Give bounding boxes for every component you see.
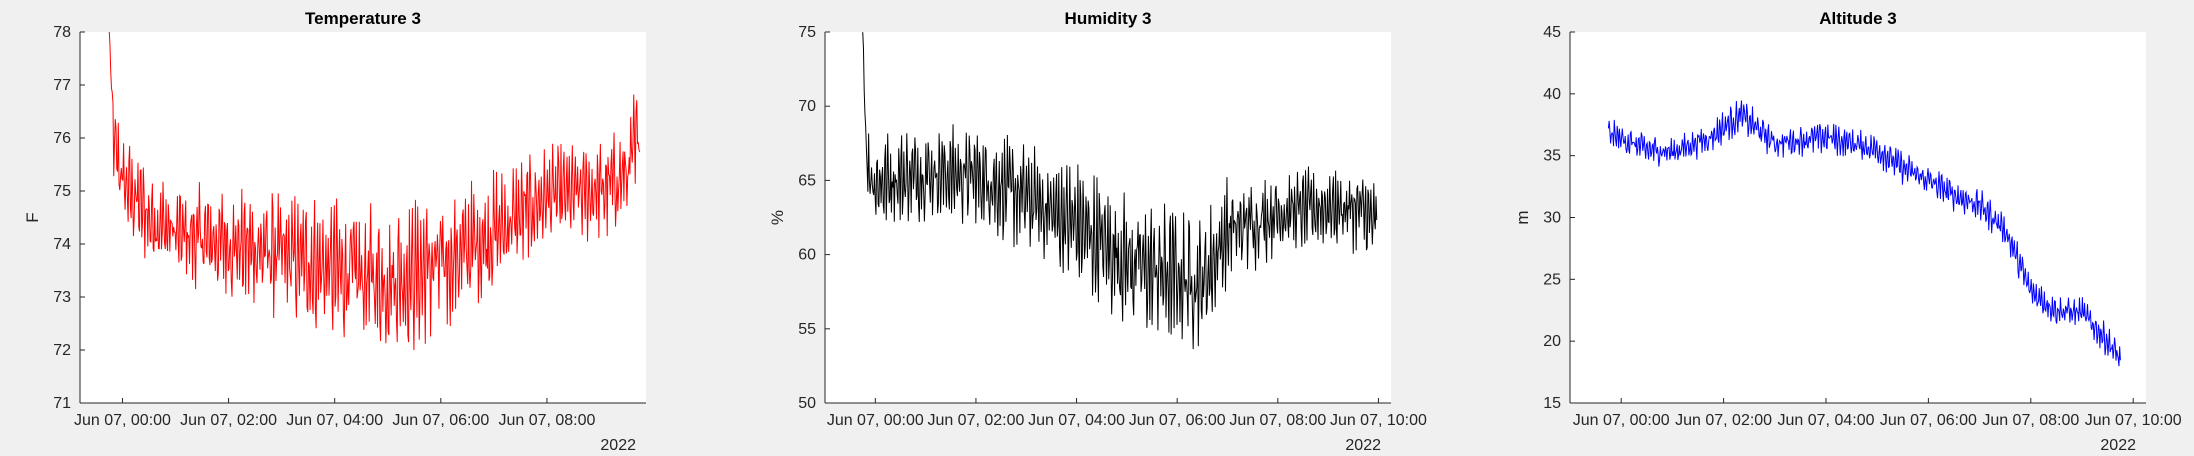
altitude-plot	[1607, 100, 2121, 367]
altitude-panel: 15 20 25 30 35 40 45 Jun 07, 00:00 Jun 07, 02:00…	[1513, 9, 2182, 454]
altitude-xtick-label: Jun 07, 10:00	[2085, 412, 2182, 429]
altitude-ytick-label: 30	[1543, 210, 1561, 227]
altitude-ytick-label: 35	[1543, 148, 1561, 165]
humidity-year-label: 2022	[1345, 437, 1381, 454]
temperature-xtick-label: Jun 07, 08:00	[498, 412, 595, 429]
humidity-title: Humidity 3	[1065, 9, 1152, 28]
humidity-ytick-label: 50	[798, 395, 816, 412]
temperature-panel: 71 72 73 74 75 76 77 78 Jun 07, 00:00 Jun 07, 02:…	[23, 9, 646, 454]
temperature-xtick-label: Jun 07, 06:00	[392, 412, 489, 429]
altitude-year-label: 2022	[2100, 437, 2136, 454]
humidity-ytick-label: 75	[798, 24, 816, 41]
altitude-xtick-label: Jun 07, 08:00	[1982, 412, 2079, 429]
temperature-ytick-label: 75	[53, 183, 71, 200]
temperature-year-label: 2022	[600, 437, 636, 454]
temperature-series-line	[108, 32, 641, 351]
altitude-ytick-label: 45	[1543, 24, 1561, 41]
humidity-xtick-label: Jun 07, 06:00	[1129, 412, 1226, 429]
temperature-ytick-label: 74	[53, 236, 71, 253]
humidity-xtick-label: Jun 07, 02:00	[927, 412, 1024, 429]
temperature-ytick-label: 78	[53, 24, 71, 41]
temperature-plot	[108, 32, 641, 351]
altitude-xtick-label: Jun 07, 00:00	[1573, 412, 1670, 429]
humidity-ytick-label: 65	[798, 172, 816, 189]
humidity-ytick-label: 70	[798, 98, 816, 115]
humidity-xtick-label: Jun 07, 10:00	[1330, 412, 1427, 429]
altitude-xtick-label: Jun 07, 04:00	[1778, 412, 1875, 429]
humidity-xtick-label: Jun 07, 08:00	[1229, 412, 1326, 429]
temperature-ytick-label: 77	[53, 77, 71, 94]
altitude-ylabel: m	[1513, 210, 1532, 224]
humidity-plot	[862, 32, 1378, 350]
temperature-xtick-label: Jun 07, 02:00	[180, 412, 277, 429]
temperature-ylabel: F	[23, 212, 42, 222]
temperature-axes	[80, 32, 646, 403]
humidity-xtick-label: Jun 07, 04:00	[1028, 412, 1125, 429]
altitude-series-line	[1607, 100, 2121, 367]
temperature-ytick-label: 72	[53, 342, 71, 359]
temperature-xtick-label: Jun 07, 04:00	[286, 412, 383, 429]
altitude-title: Altitude 3	[1819, 9, 1896, 28]
altitude-ytick-label: 20	[1543, 333, 1561, 350]
temperature-title: Temperature 3	[305, 9, 421, 28]
altitude-xtick-label: Jun 07, 02:00	[1675, 412, 1772, 429]
altitude-xtick-label: Jun 07, 06:00	[1880, 412, 1977, 429]
temperature-ytick-label: 76	[53, 130, 71, 147]
temperature-xtick-label: Jun 07, 00:00	[74, 412, 171, 429]
humidity-ytick-label: 60	[798, 247, 816, 264]
altitude-ytick-label: 15	[1543, 395, 1561, 412]
temperature-ticks: 71 72 73 74 75 76 77 78 Jun 07, 00:00 Jun 07, 02:…	[53, 24, 646, 429]
altitude-ytick-label: 25	[1543, 271, 1561, 288]
humidity-xtick-label: Jun 07, 00:00	[827, 412, 924, 429]
altitude-axes	[1570, 32, 2146, 403]
humidity-ylabel: %	[768, 210, 787, 225]
humidity-series-line	[862, 32, 1378, 350]
humidity-ytick-label: 55	[798, 321, 816, 338]
altitude-ytick-label: 40	[1543, 86, 1561, 103]
temperature-ytick-label: 71	[53, 395, 71, 412]
altitude-ticks: 15 20 25 30 35 40 45 Jun 07, 00:00 Jun 07, 02:00…	[1543, 24, 2182, 429]
temperature-ytick-label: 73	[53, 289, 71, 306]
